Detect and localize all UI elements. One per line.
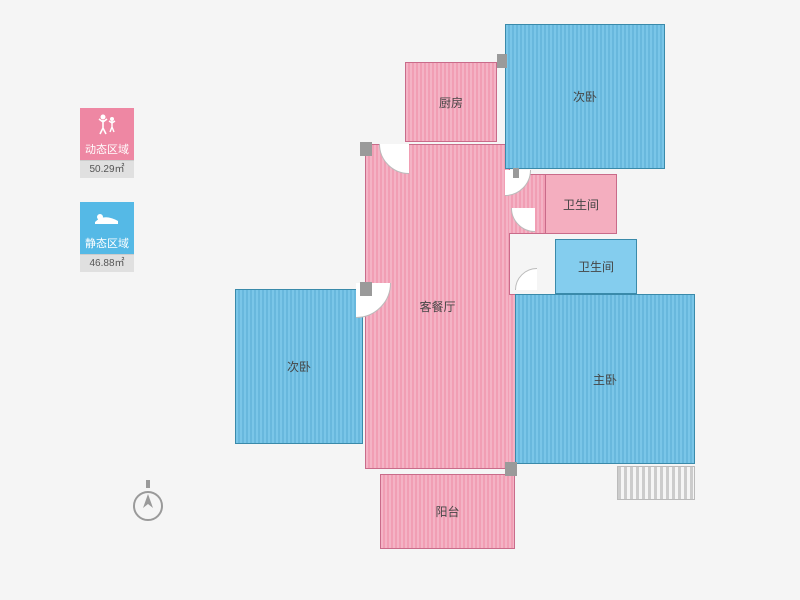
room-label: 客餐厅 (419, 298, 455, 315)
room-label: 主卧 (593, 371, 617, 388)
legend-static-label: 静态区域 (80, 234, 134, 254)
people-icon (80, 108, 134, 140)
legend-static: 静态区域 46.88㎡ (80, 202, 152, 272)
pillar (497, 54, 507, 68)
legend-dynamic-label: 动态区域 (80, 140, 134, 160)
room-master-bedroom: 主卧 (515, 294, 695, 464)
sleep-icon (80, 202, 134, 234)
pillar (360, 142, 372, 156)
room-label: 卫生间 (578, 258, 614, 275)
legend-dynamic: 动态区域 50.29㎡ (80, 108, 152, 178)
legend-dynamic-value: 50.29㎡ (80, 160, 134, 178)
balcony-rail (617, 466, 695, 500)
room-living: 客餐厅 (365, 144, 510, 469)
room-label: 次卧 (287, 358, 311, 375)
room-kitchen: 厨房 (405, 62, 497, 142)
pillar (513, 168, 519, 178)
room-label: 次卧 (573, 88, 597, 105)
room-label: 阳台 (435, 503, 459, 520)
room-secondary-bedroom-top: 次卧 (505, 24, 665, 169)
room-label: 厨房 (439, 94, 463, 111)
legend-static-value: 46.88㎡ (80, 254, 134, 272)
compass-icon (130, 480, 166, 529)
room-label: 卫生间 (563, 196, 599, 213)
room-bathroom-2: 卫生间 (555, 239, 637, 294)
pillar (360, 282, 372, 296)
legend-panel: 动态区域 50.29㎡ 静态区域 46.88㎡ (80, 108, 152, 296)
room-secondary-bedroom-left: 次卧 (235, 289, 363, 444)
room-balcony: 阳台 (380, 474, 515, 549)
pillar (505, 462, 517, 476)
room-bathroom-1: 卫生间 (545, 174, 617, 234)
floorplan: 客餐厅 厨房 次卧 卫生间 卫生间 主卧 次卧 阳台 (235, 24, 725, 579)
